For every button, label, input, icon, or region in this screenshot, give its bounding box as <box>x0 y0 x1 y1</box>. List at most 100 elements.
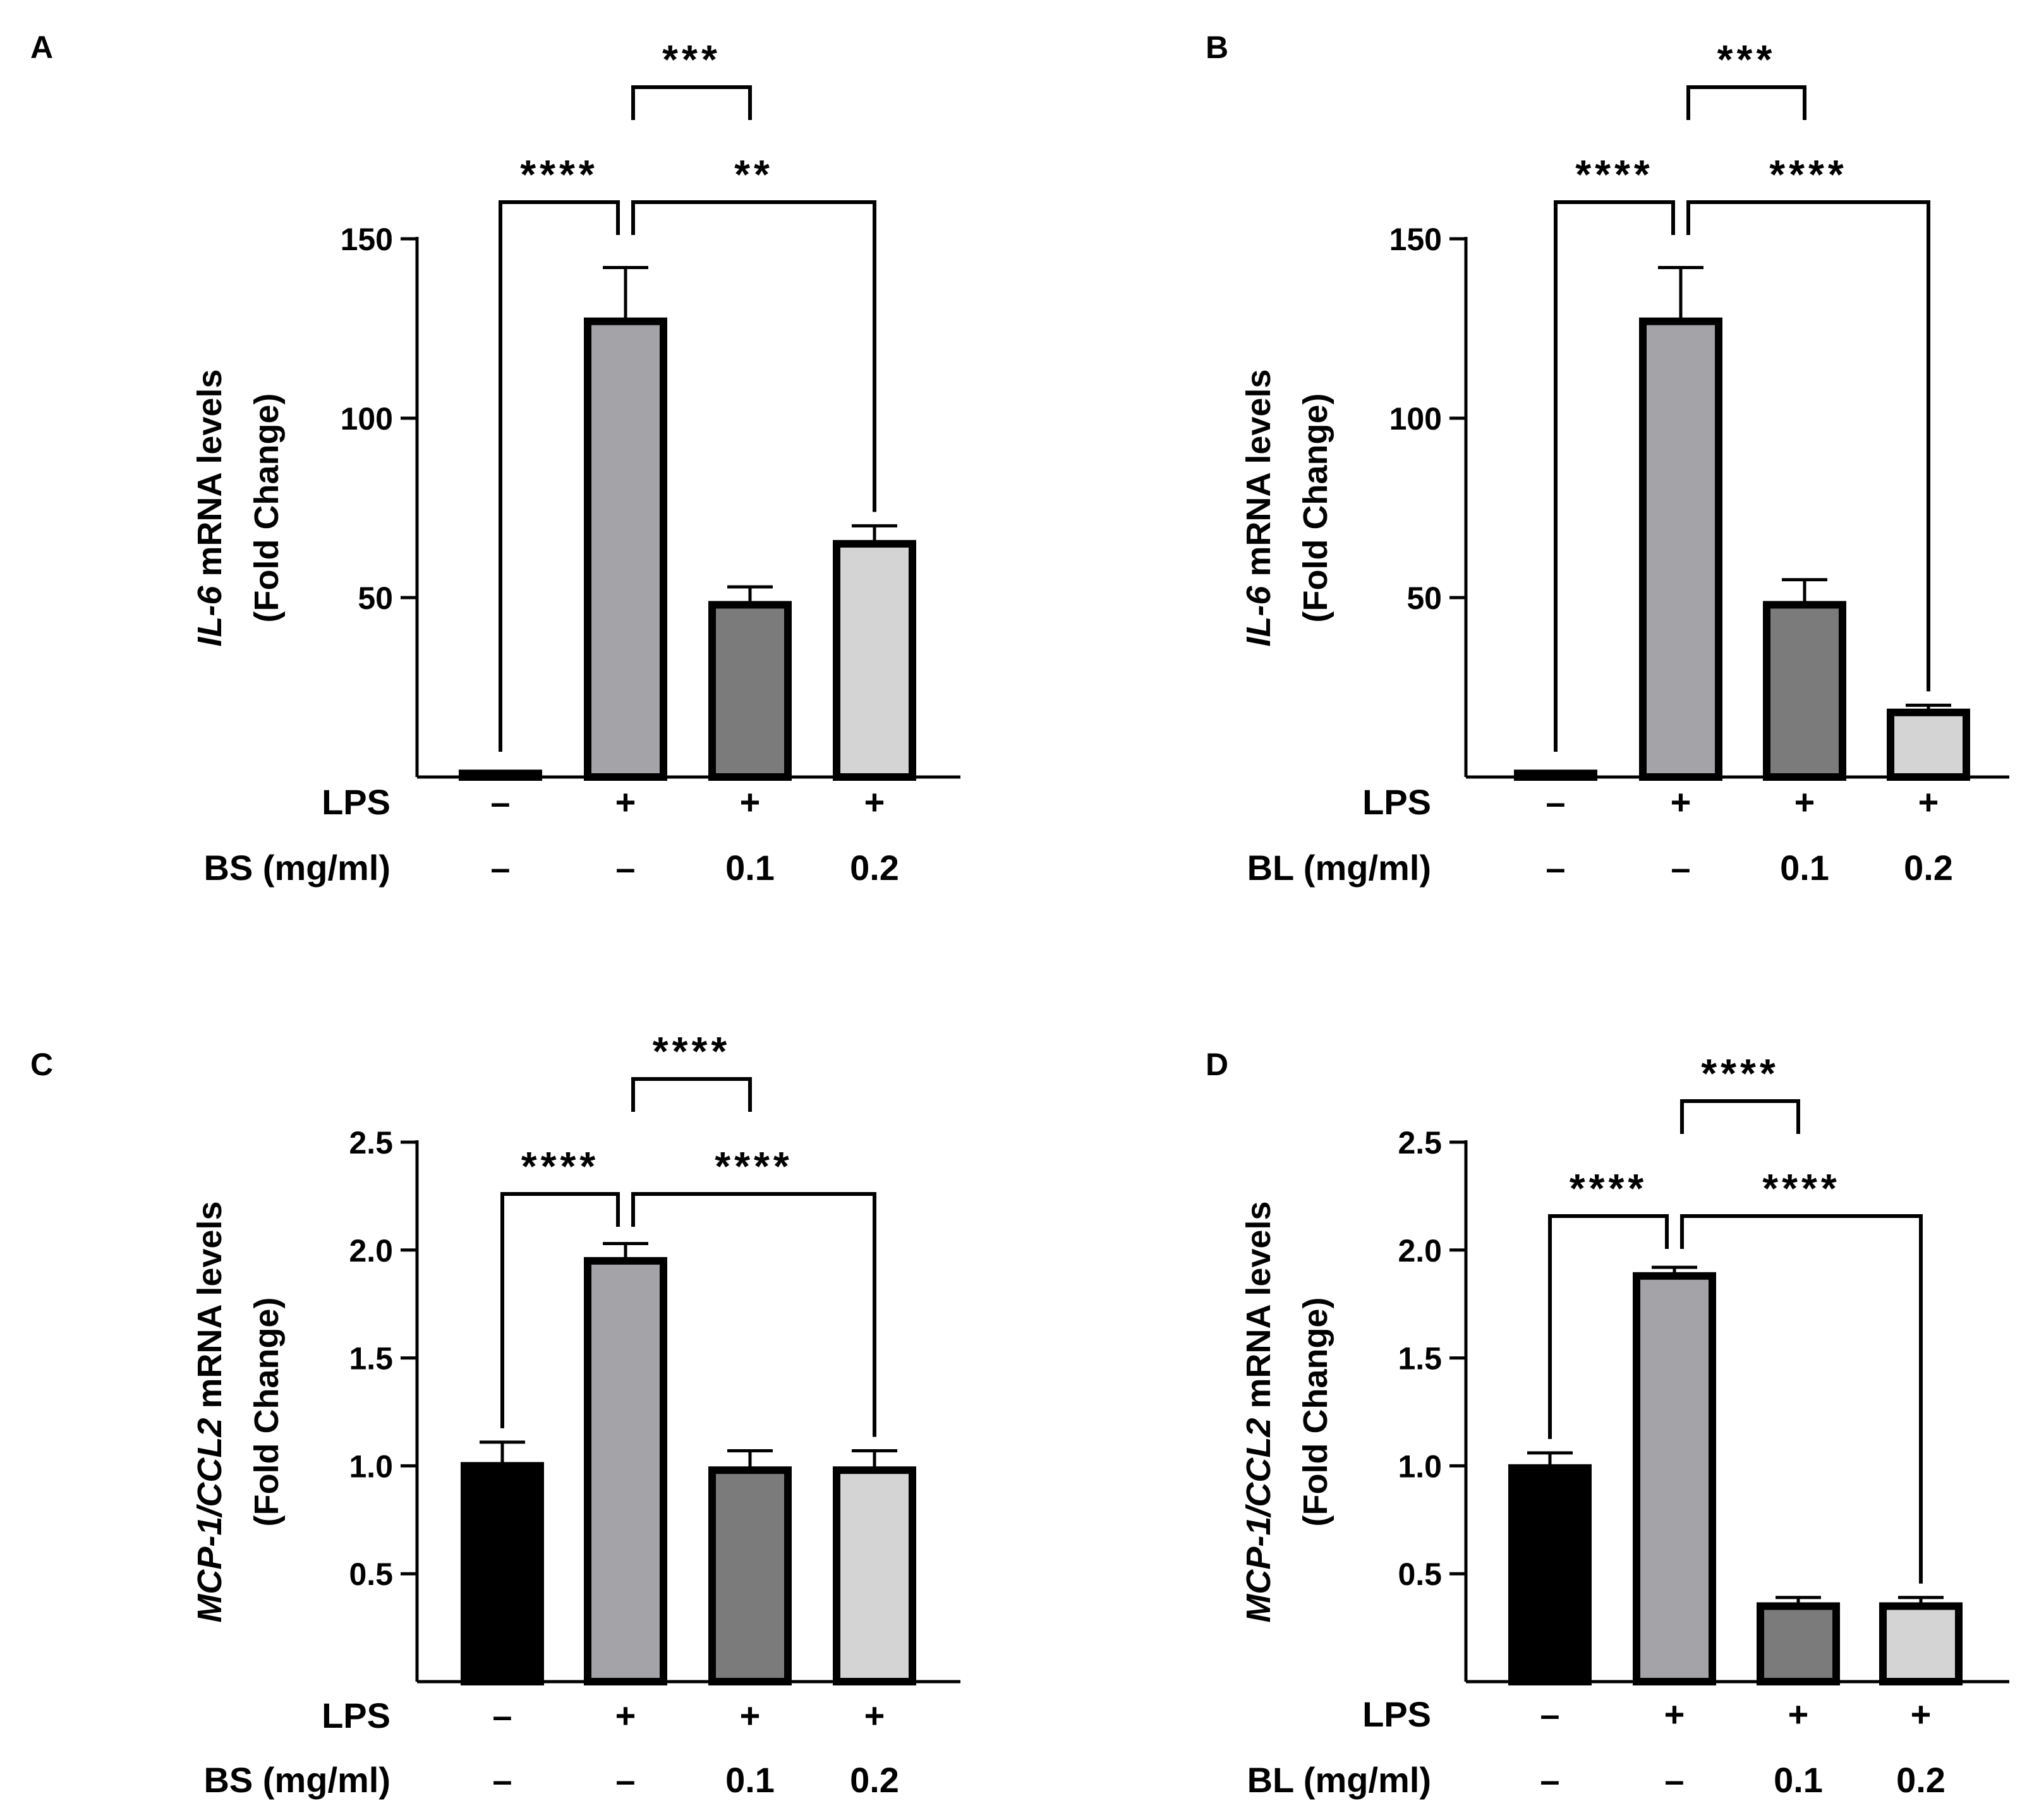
significance-bracket-2 <box>631 1192 876 1437</box>
y-axis-title-line2: (Fold Change) <box>248 1298 286 1527</box>
significance-label-2: ** <box>734 152 773 197</box>
significance-label-2: **** <box>715 1143 793 1189</box>
condition-value: – <box>1671 848 1690 888</box>
bar-2 <box>1633 1272 1716 1685</box>
bar-1 <box>1508 1464 1592 1685</box>
bar-4 <box>833 1466 916 1685</box>
significance-label-1: **** <box>1570 1166 1648 1211</box>
condition-value: – <box>1546 848 1565 888</box>
significance-label-3: **** <box>1701 1051 1779 1096</box>
condition-label-1: LPS <box>1362 782 1431 822</box>
y-tick-label: 1.0 <box>1398 1449 1442 1484</box>
significance-label-1: **** <box>521 1143 600 1189</box>
y-tick-label: 0.5 <box>349 1557 393 1592</box>
bar-3 <box>1763 601 1846 781</box>
bar-2 <box>1639 317 1722 781</box>
significance-bracket-2 <box>1680 1214 1923 1584</box>
y-tick-label: 150 <box>1389 222 1442 257</box>
significance-bracket-3 <box>631 1077 752 1112</box>
y-tick-label: 2.5 <box>349 1125 393 1160</box>
y-tick-label: 1.5 <box>349 1341 393 1377</box>
condition-value: + <box>615 782 636 822</box>
condition-label-2: BS (mg/ml) <box>203 848 390 888</box>
y-axis-title: IL-6 mRNA levels <box>191 369 229 646</box>
condition-value: + <box>1794 782 1815 822</box>
bar-3 <box>1757 1602 1840 1685</box>
condition-value: + <box>1664 1694 1685 1734</box>
condition-value: + <box>1671 782 1691 822</box>
condition-value: – <box>492 1696 512 1735</box>
condition-value: 0.2 <box>850 848 899 888</box>
y-tick-label: 1.0 <box>349 1449 393 1484</box>
bar-1 <box>459 769 542 781</box>
panel-b: B IL-6 mRNA levels (Fold Change) 50 100 150 **… <box>1206 30 2009 888</box>
significance-bracket-3 <box>1686 85 1806 120</box>
panel-letter: A <box>30 30 53 65</box>
significance-label-2: **** <box>1769 152 1848 197</box>
y-axis-title: MCP-1/CCL2 mRNA levels <box>1240 1201 1278 1622</box>
bar-4 <box>1879 1602 1963 1685</box>
condition-value: – <box>1546 782 1565 822</box>
condition-value: 0.1 <box>725 1760 775 1800</box>
bar-2 <box>584 317 667 781</box>
bar-2 <box>584 1257 667 1685</box>
condition-value: – <box>492 1760 512 1800</box>
panel-a: A IL-6 mRNA levels (Fold Change) 50 100 150 **… <box>30 30 960 888</box>
condition-label-1: LPS <box>1362 1694 1431 1734</box>
y-tick-label: 2.5 <box>1398 1125 1442 1160</box>
condition-value: + <box>740 782 761 822</box>
bar-3 <box>708 1466 792 1685</box>
condition-label-2: BL (mg/ml) <box>1247 1760 1431 1800</box>
bar-4 <box>833 539 916 781</box>
condition-label-2: BS (mg/ml) <box>203 1760 390 1800</box>
condition-value: – <box>1664 1760 1684 1800</box>
significance-bracket-1 <box>500 1192 620 1428</box>
y-tick-label: 1.5 <box>1398 1341 1442 1377</box>
significance-label-3: **** <box>653 1028 731 1074</box>
condition-value: – <box>490 782 510 822</box>
condition-value: 0.2 <box>850 1760 899 1800</box>
panel-d: D MCP-1/CCL2 mRNA levels (Fold Change) 0.5 1… <box>1206 1047 2009 1800</box>
y-tick-label: 2.0 <box>349 1233 393 1269</box>
condition-value: – <box>1540 1694 1559 1734</box>
significance-bracket-1 <box>1554 200 1675 752</box>
condition-value: 0.1 <box>1774 1760 1823 1800</box>
bar-3 <box>708 601 792 781</box>
condition-value: – <box>490 848 510 888</box>
condition-value: – <box>615 1760 635 1800</box>
significance-bracket-2 <box>631 200 876 512</box>
bar-1 <box>1514 769 1597 781</box>
condition-value: – <box>615 848 635 888</box>
bar-4 <box>1887 708 1970 781</box>
panel-letter: C <box>30 1047 53 1082</box>
significance-label-1: **** <box>1575 152 1654 197</box>
significance-bracket-3 <box>1680 1099 1800 1134</box>
y-tick-label: 2.0 <box>1398 1233 1442 1269</box>
condition-value: + <box>1911 1694 1932 1734</box>
significance-bracket-1 <box>1548 1214 1669 1439</box>
y-tick-label: 150 <box>341 222 393 257</box>
panel-letter: D <box>1206 1047 1228 1082</box>
y-axis-title-line2: (Fold Change) <box>1297 1298 1334 1527</box>
condition-label-1: LPS <box>322 1696 390 1735</box>
condition-value: + <box>864 782 885 822</box>
significance-label-2: **** <box>1762 1166 1841 1211</box>
y-axis-title-line2: (Fold Change) <box>248 394 286 623</box>
significance-label-3: *** <box>1717 37 1776 82</box>
condition-value: 0.2 <box>1896 1760 1945 1800</box>
condition-value: 0.2 <box>1904 848 1953 888</box>
condition-label-2: BL (mg/ml) <box>1247 848 1431 888</box>
significance-label-1: **** <box>520 152 598 197</box>
y-tick-label: 100 <box>341 401 393 437</box>
y-axis-title-line2: (Fold Change) <box>1297 394 1334 623</box>
condition-value: + <box>615 1696 636 1735</box>
condition-value: + <box>1918 782 1939 822</box>
condition-value: + <box>864 1696 885 1735</box>
condition-value: 0.1 <box>725 848 775 888</box>
panel-c: C MCP-1/CCL2 mRNA levels (Fold Change) 0.5 1… <box>30 1028 960 1800</box>
condition-value: 0.1 <box>1780 848 1829 888</box>
y-axis-title: MCP-1/CCL2 mRNA levels <box>191 1201 229 1622</box>
y-axis-title: IL-6 mRNA levels <box>1240 369 1278 646</box>
panel-letter: B <box>1206 30 1228 65</box>
